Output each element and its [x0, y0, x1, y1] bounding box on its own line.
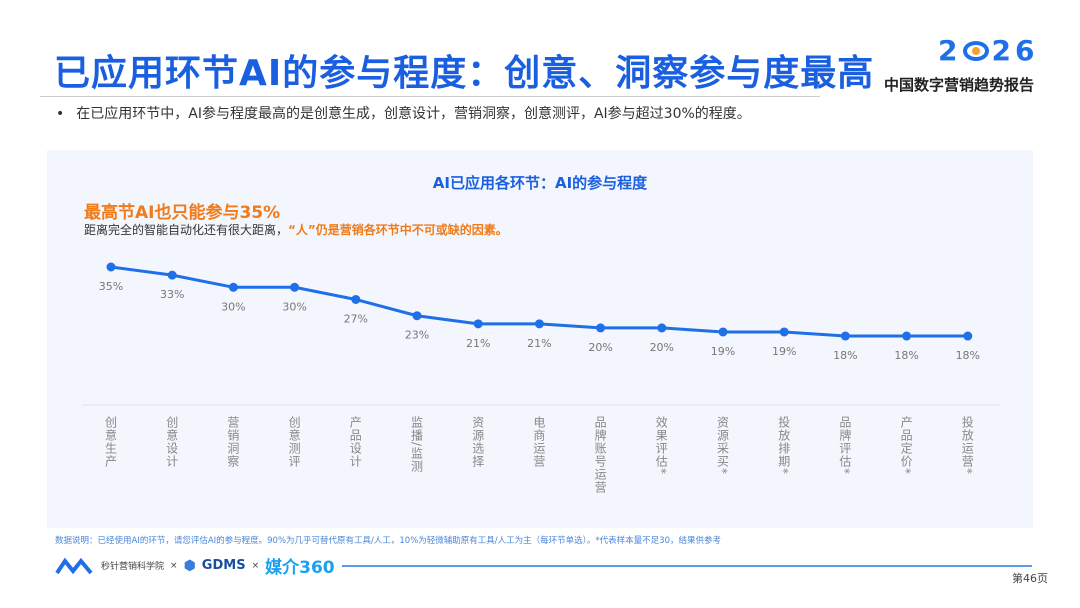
chart-panel	[47, 150, 1033, 528]
separator: ×	[251, 560, 260, 571]
data-label: 20%	[650, 341, 674, 354]
eye-icon	[963, 40, 990, 61]
data-point	[412, 311, 422, 321]
gdms-icon: ⬢	[183, 557, 196, 574]
data-point	[167, 270, 177, 280]
category-label: 电商运营	[531, 416, 546, 468]
highlight-text: 最高节AI也只能参与35%	[84, 203, 281, 223]
footer-line	[342, 565, 1032, 567]
data-note: 数据说明：已经使用AI的环节，请您评估AI的参与程度。90%为几乎可替代原有工具…	[55, 536, 721, 546]
page-title: 已应用环节AI的参与程度：创意、洞察参与度最高	[54, 53, 875, 94]
data-point	[963, 331, 973, 341]
data-point	[902, 331, 912, 341]
data-point	[534, 319, 544, 329]
category-label: 品牌评估*	[837, 416, 852, 475]
logo-year-right: 26	[991, 34, 1039, 67]
category-label: 产品设计	[348, 416, 363, 468]
category-label: 资源选择	[470, 416, 485, 468]
data-point	[351, 294, 361, 304]
chart-title: AI已应用各环节：AI的参与程度	[432, 174, 648, 192]
data-label: 30%	[221, 300, 245, 313]
data-point	[840, 331, 850, 341]
category-label: 营销洞察	[225, 416, 240, 468]
data-point	[596, 323, 606, 333]
category-label: 创意生产	[103, 416, 118, 468]
data-label: 21%	[527, 337, 551, 350]
category-label: 创意设计	[164, 416, 179, 468]
data-label: 18%	[894, 349, 918, 362]
data-label: 19%	[711, 345, 735, 358]
category-label: 创意测评	[287, 416, 302, 468]
footer-logos: 秒针营销科学院 × ⬢ GDMS × 媒介360	[55, 553, 335, 578]
org3: 媒介360	[265, 558, 335, 578]
summary-bullet: 在已应用环节中，AI参与程度最高的是创意生成，创意设计，营销洞察，创意测评，AI…	[56, 103, 751, 123]
subtext-plain: 距离完全的智能自动化还有很大距离，	[84, 223, 289, 237]
separator: ×	[170, 560, 178, 571]
data-point	[779, 327, 789, 337]
category-label: 投放运营*	[960, 416, 975, 475]
category-label: 产品定价*	[899, 416, 914, 475]
data-label: 35%	[99, 280, 123, 293]
org1: 秒针营销科学院	[101, 562, 165, 572]
category-label: 效果评估*	[654, 416, 669, 475]
category-label: 资源采买*	[715, 416, 730, 475]
data-point	[473, 319, 483, 329]
data-point	[290, 282, 300, 292]
miaozhen-logo-icon	[55, 557, 93, 574]
category-label: 品牌账号运营	[593, 416, 608, 494]
data-label: 27%	[344, 312, 368, 325]
category-label: 监播/监测	[409, 416, 424, 474]
data-label: 23%	[405, 329, 429, 342]
report-subtitle: 中国数字营销趋势报告	[884, 76, 1035, 94]
data-point	[657, 323, 667, 333]
category-label: 投放排期*	[776, 416, 791, 475]
data-label: 18%	[956, 349, 980, 362]
data-label: 33%	[160, 288, 184, 301]
report-logo: 2 26	[938, 34, 1038, 67]
subtext: 距离完全的智能自动化还有很大距离，“人”仍是营销各环节中不可或缺的因素。	[84, 221, 508, 238]
logo-year-left: 2	[938, 34, 962, 67]
data-label: 19%	[772, 345, 796, 358]
data-label: 18%	[833, 349, 857, 362]
data-point	[106, 262, 116, 272]
data-label: 21%	[466, 337, 490, 350]
data-label: 30%	[282, 300, 306, 313]
page-number: 第46页	[1012, 572, 1048, 585]
org2: GDMS	[201, 558, 246, 573]
data-point	[228, 282, 238, 292]
data-label: 20%	[588, 341, 612, 354]
data-point	[718, 327, 728, 337]
subtext-emphasis: “人”仍是营销各环节中不可或缺的因素。	[288, 223, 508, 237]
divider	[40, 96, 820, 97]
